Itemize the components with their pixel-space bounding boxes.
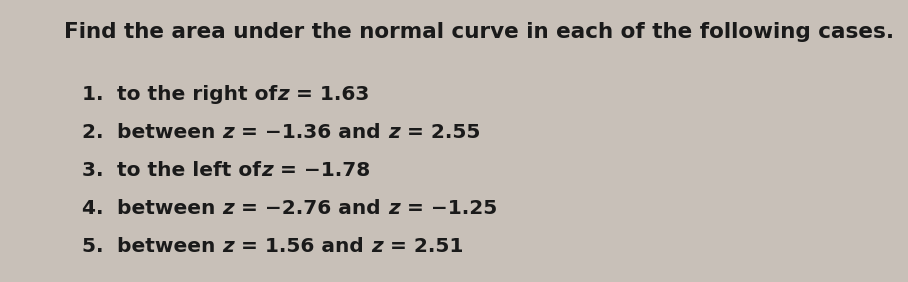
Text: 4.: 4. [82,199,117,218]
Text: z: z [262,161,273,180]
Text: z: z [222,237,234,256]
Text: between: between [117,237,222,256]
Text: 2.: 2. [82,123,117,142]
Text: z: z [222,123,234,142]
Text: = 2.55: = 2.55 [400,123,480,142]
Text: z: z [371,237,383,256]
Text: = −2.76 and: = −2.76 and [234,199,388,218]
Text: = −1.25: = −1.25 [400,199,497,218]
Text: z: z [388,199,400,218]
Text: to the right of: to the right of [117,85,278,104]
Text: between: between [117,199,222,218]
Text: = −1.36 and: = −1.36 and [234,123,388,142]
Text: to the left of: to the left of [117,161,262,180]
Text: 5.: 5. [82,237,117,256]
Text: = 1.56 and: = 1.56 and [234,237,371,256]
Text: = 2.51: = 2.51 [383,237,463,256]
Text: between: between [117,123,222,142]
Text: Find the area under the normal curve in each of the following cases.: Find the area under the normal curve in … [64,22,893,42]
Text: 1.: 1. [82,85,117,104]
Text: = 1.63: = 1.63 [290,85,370,104]
Text: z: z [278,85,290,104]
Text: 3.: 3. [82,161,117,180]
Text: z: z [388,123,400,142]
Text: z: z [222,199,234,218]
Text: = −1.78: = −1.78 [273,161,370,180]
